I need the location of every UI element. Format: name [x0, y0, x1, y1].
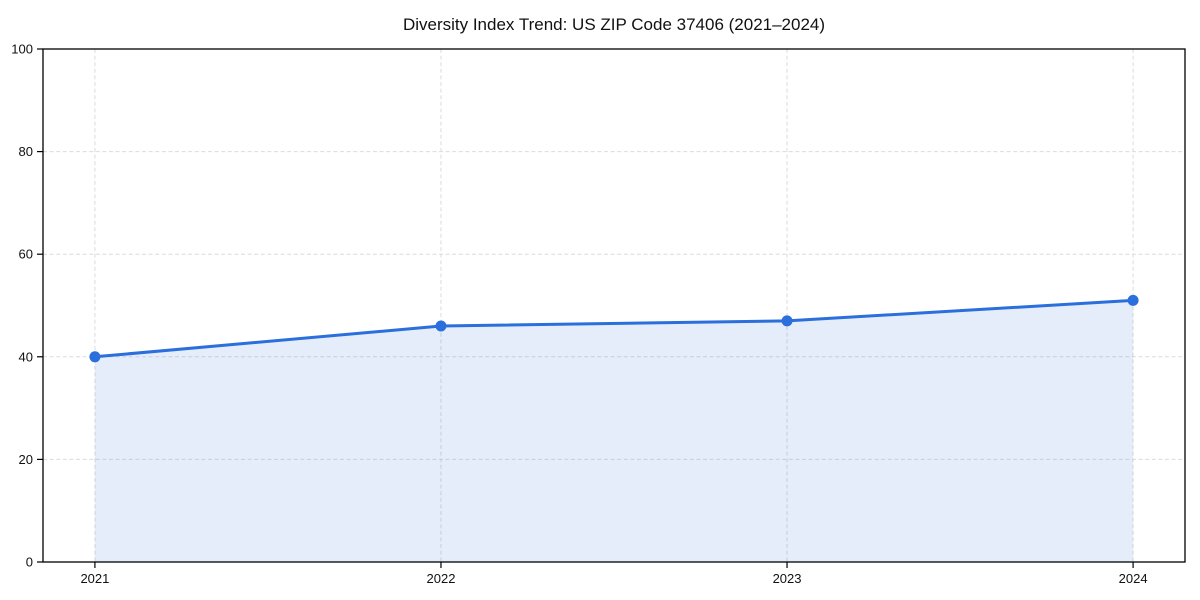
data-point-marker: [89, 351, 101, 363]
y-tick-label: 100: [11, 42, 33, 57]
area-fill: [94, 300, 1134, 562]
data-point-marker: [1127, 294, 1139, 306]
y-tick-label: 40: [19, 349, 33, 364]
data-point-marker: [435, 320, 447, 332]
data-point-marker: [781, 315, 793, 327]
x-tick-label: 2024: [1119, 571, 1148, 586]
plot-area: 0 20 40 60 80 100 2021 2022 2023 2024: [11, 42, 1186, 586]
trend-line: [93, 298, 1135, 359]
x-tick-label: 2023: [773, 571, 802, 586]
chart-title: Diversity Index Trend: US ZIP Code 37406…: [403, 15, 825, 34]
y-tick-label: 20: [19, 452, 33, 467]
y-tick-label: 0: [26, 555, 33, 570]
x-tick-label: 2021: [80, 571, 109, 586]
y-tick-label: 60: [19, 247, 33, 262]
y-tick-label: 80: [19, 144, 33, 159]
plot-border: [42, 48, 1186, 563]
x-tick-label: 2022: [427, 571, 456, 586]
